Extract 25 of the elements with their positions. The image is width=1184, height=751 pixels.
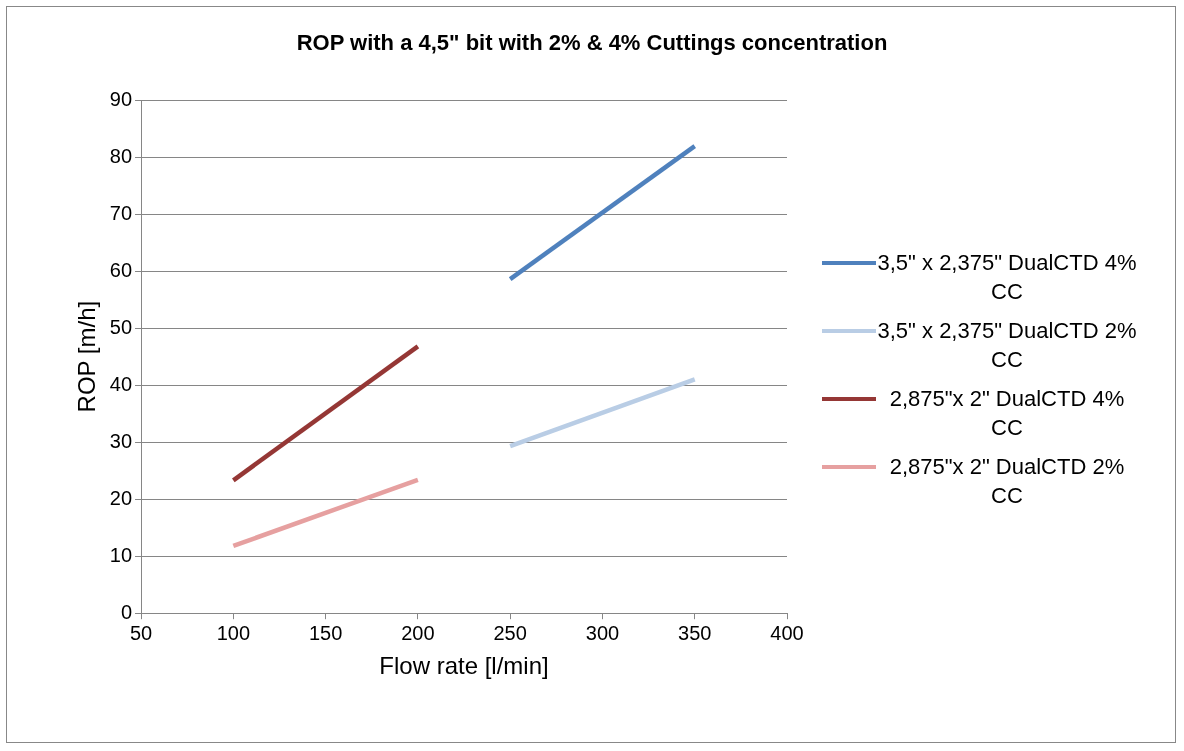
x-tick-label: 400 — [770, 621, 804, 644]
y-tick-label: 30 — [109, 429, 133, 452]
y-tick-label: 20 — [109, 486, 133, 509]
x-tick-label: 250 — [493, 621, 527, 644]
x-tick-label: 200 — [401, 621, 435, 644]
y-tick-label: 0 — [120, 600, 133, 623]
x-tick-label: 50 — [129, 621, 153, 644]
legend-label: 2,875"x 2" DualCTD 2% CC — [888, 453, 1126, 510]
x-axis-title: Flow rate [l/min] — [379, 652, 549, 680]
x-tick-label: 100 — [216, 621, 251, 644]
y-tick-label: 10 — [109, 543, 133, 566]
x-tick-label: 300 — [585, 621, 620, 644]
y-tick-label: 50 — [109, 315, 133, 338]
y-tick-label: 60 — [109, 258, 133, 281]
y-tick-label: 90 — [109, 87, 133, 110]
legend-label: 3,5" x 2,375" DualCTD 2% CC — [876, 317, 1138, 374]
y-tick-label: 80 — [109, 144, 133, 167]
x-tick-label: 350 — [678, 621, 712, 644]
x-tick-label: 150 — [308, 621, 343, 644]
y-tick-label: 70 — [109, 201, 133, 224]
legend-label: 3,5" x 2,375" DualCTD 4% CC — [876, 249, 1138, 306]
chart-title: ROP with a 4,5" bit with 2% & 4% Cuttings concentration — [295, 30, 889, 56]
legend-label: 2,875"x 2" DualCTD 4% CC — [888, 385, 1126, 442]
y-axis-title: ROP [m/h] — [73, 300, 101, 413]
y-tick-label: 40 — [109, 372, 133, 395]
